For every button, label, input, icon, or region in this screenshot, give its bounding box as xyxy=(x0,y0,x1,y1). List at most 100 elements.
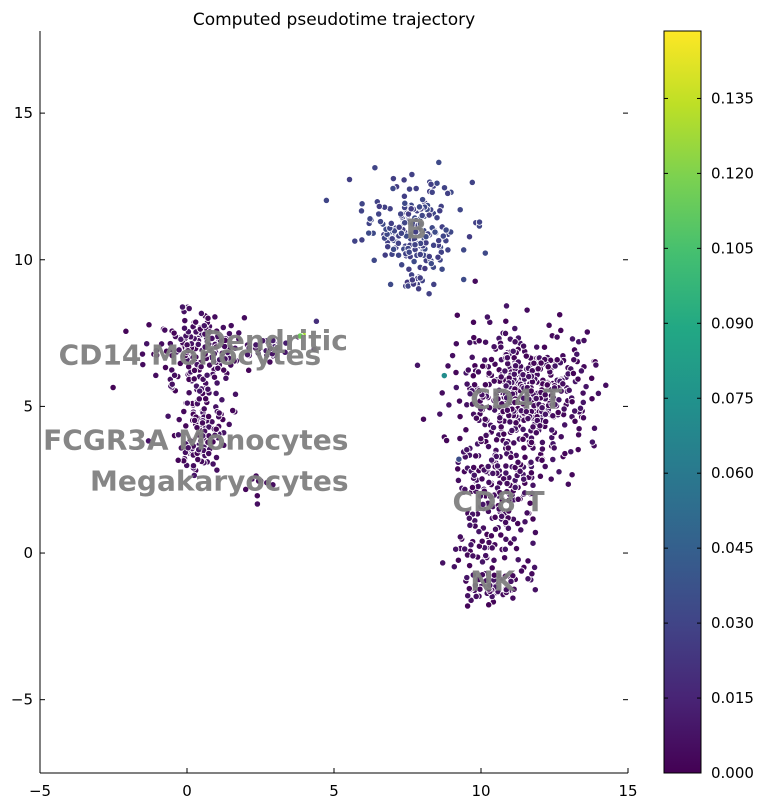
scatter-point xyxy=(477,435,485,443)
scatter-point xyxy=(568,335,577,343)
scatter-point xyxy=(266,344,274,353)
scatter-point xyxy=(506,418,514,426)
scatter-point xyxy=(174,456,182,464)
x-tick-label: 15 xyxy=(618,782,637,800)
scatter-point xyxy=(532,394,540,403)
scatter-point xyxy=(183,399,191,407)
scatter-point xyxy=(472,414,481,422)
scatter-point xyxy=(184,444,192,452)
scatter-point xyxy=(504,444,512,452)
scatter-point xyxy=(386,280,395,289)
scatter-point xyxy=(571,407,579,415)
scatter-point xyxy=(559,380,567,388)
scatter-point xyxy=(221,355,229,363)
scatter-point xyxy=(401,199,409,207)
scatter-point xyxy=(514,495,522,503)
scatter-point xyxy=(579,398,587,407)
y-tick-label: −5 xyxy=(11,691,33,709)
scatter-point xyxy=(538,438,547,447)
scatter-point xyxy=(242,485,250,494)
scatter-point xyxy=(537,359,545,367)
cluster-label: NK xyxy=(470,564,516,597)
scatter-point xyxy=(312,317,321,325)
scatter-point xyxy=(469,552,477,560)
scatter-point xyxy=(425,252,433,261)
scatter-point xyxy=(575,425,583,433)
scatter-point xyxy=(529,481,537,489)
scatter-point xyxy=(579,414,588,422)
scatter-point xyxy=(357,207,366,215)
scatter-point xyxy=(570,356,578,364)
y-tick-label: 0 xyxy=(23,544,33,562)
scatter-point xyxy=(470,471,478,479)
scatter-point xyxy=(507,453,515,461)
scatter-point xyxy=(588,374,596,382)
scatter-point xyxy=(511,324,519,333)
scatter-point xyxy=(168,380,176,388)
scatter-point xyxy=(235,335,243,343)
scatter-point xyxy=(387,219,395,228)
scatter-point xyxy=(439,232,447,240)
scatter-point xyxy=(476,585,484,593)
scatter-point xyxy=(109,383,117,392)
scatter-point xyxy=(574,375,582,383)
scatter-point xyxy=(398,261,406,269)
scatter-point xyxy=(505,496,513,505)
scatter-point xyxy=(482,551,490,560)
scatter-point xyxy=(322,196,331,205)
scatter-point xyxy=(442,436,451,445)
scatter-point xyxy=(192,318,200,326)
scatter-point xyxy=(229,406,237,415)
scatter-point xyxy=(407,205,415,213)
colorbar-tick-label: 0.030 xyxy=(711,614,754,632)
scatter-point xyxy=(508,426,516,435)
scatter-point xyxy=(590,424,599,432)
scatter-point xyxy=(428,188,436,196)
scatter-point xyxy=(602,381,610,389)
scatter-point xyxy=(477,405,485,413)
scatter-point xyxy=(488,564,496,572)
scatter-point xyxy=(456,206,464,214)
scatter-point xyxy=(466,338,474,347)
scatter-point xyxy=(281,348,289,356)
scatter-point xyxy=(485,369,493,377)
scatter-point xyxy=(345,175,354,184)
scatter-point xyxy=(484,507,493,516)
scatter-point xyxy=(520,444,528,452)
scatter-point xyxy=(486,581,494,590)
scatter-point xyxy=(544,363,552,371)
scatter-point xyxy=(496,414,504,422)
scatter-point xyxy=(438,389,446,397)
scatter-point xyxy=(389,245,398,253)
scatter-point xyxy=(435,236,443,245)
scatter-point xyxy=(253,500,262,508)
scatter-point xyxy=(437,248,445,256)
scatter-point xyxy=(557,433,565,441)
scatter-point xyxy=(455,397,464,405)
scatter-point xyxy=(527,458,535,466)
scatter-point xyxy=(273,344,281,352)
scatter-point xyxy=(485,404,494,412)
scatter-point xyxy=(470,333,478,342)
scatter-point xyxy=(375,210,383,218)
scatter-point xyxy=(371,164,379,172)
scatter-point xyxy=(490,556,498,564)
scatter-point xyxy=(463,602,472,610)
scatter-point xyxy=(231,390,240,398)
scatter-point xyxy=(444,362,452,370)
scatter-point xyxy=(436,410,444,418)
scatter-point xyxy=(511,362,520,370)
scatter-point xyxy=(543,381,551,389)
colorbar-ticks: 0.000 0.015 0.030 0.045 0.060 0.075 0.090 0.105… xyxy=(664,89,754,782)
scatter-point xyxy=(189,462,198,470)
scatter-point xyxy=(436,207,444,215)
scatter-point xyxy=(422,233,430,241)
scatter-point xyxy=(185,363,193,371)
scatter-point xyxy=(471,581,480,589)
scatter-point xyxy=(194,340,202,349)
scatter-point xyxy=(416,274,424,282)
scatter-point xyxy=(190,416,199,425)
scatter-point xyxy=(478,571,487,579)
scatter-point xyxy=(494,395,502,403)
